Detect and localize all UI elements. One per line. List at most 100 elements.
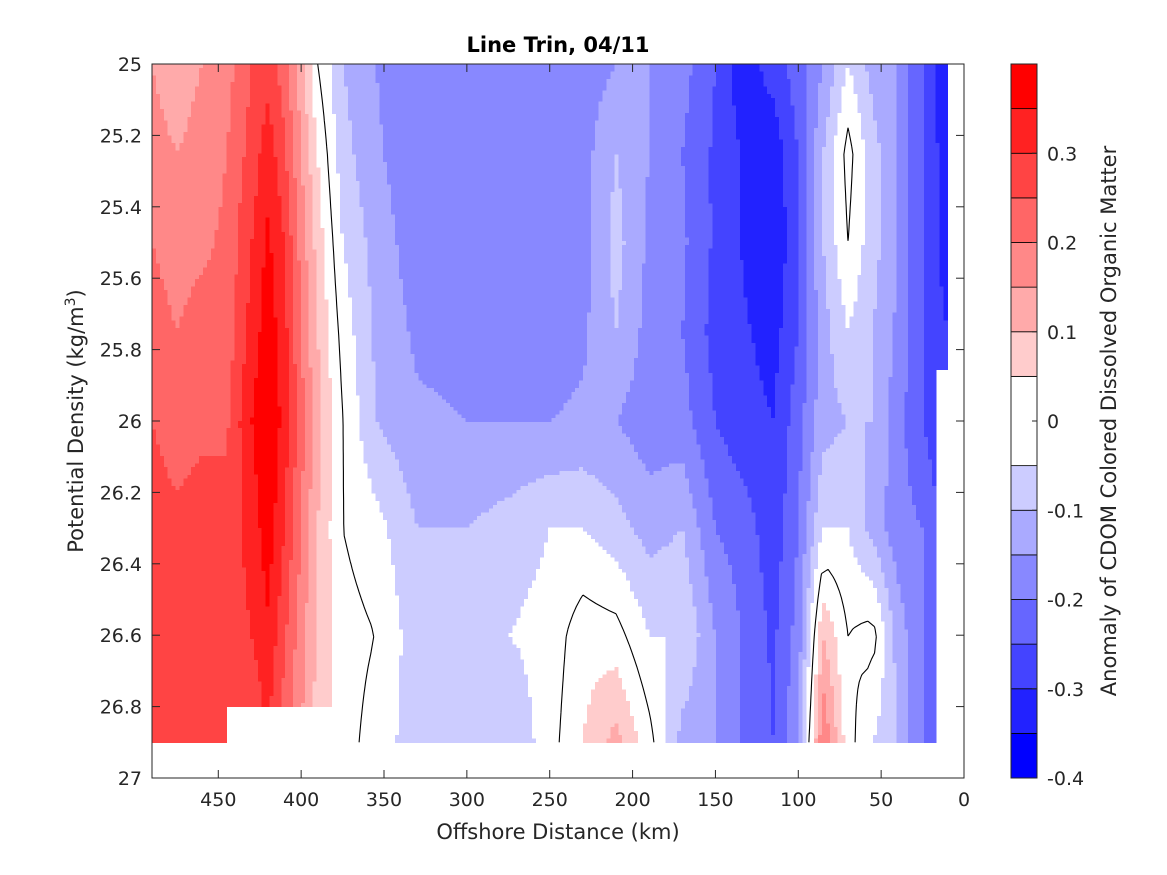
contour-cell bbox=[583, 723, 588, 743]
contour-cell bbox=[865, 531, 870, 578]
contour-cell bbox=[712, 519, 717, 630]
contour-cell bbox=[547, 421, 553, 476]
contour-cell bbox=[367, 478, 373, 743]
contour-cell bbox=[716, 64, 721, 431]
contour-cell bbox=[767, 64, 772, 95]
contour-cell bbox=[261, 570, 267, 708]
contour-cell bbox=[614, 497, 619, 563]
contour-cell bbox=[829, 621, 835, 687]
contour-cell bbox=[684, 237, 690, 246]
contour-cell bbox=[579, 64, 584, 382]
contour-cell bbox=[434, 527, 439, 743]
contour-cell bbox=[398, 629, 404, 657]
contour-cell bbox=[488, 508, 494, 743]
contour-cell bbox=[246, 610, 251, 708]
contour-cell bbox=[249, 238, 255, 419]
contour-cell bbox=[492, 421, 498, 506]
contour-cell bbox=[402, 64, 408, 306]
contour-cell bbox=[155, 94, 161, 265]
contour-cell bbox=[316, 64, 322, 169]
contour-cell bbox=[379, 429, 384, 514]
contour-cell bbox=[833, 388, 839, 438]
y-tick-label: 25.8 bbox=[100, 340, 142, 362]
contour-cell bbox=[704, 324, 710, 336]
contour-cell bbox=[547, 64, 553, 423]
contour-cell bbox=[865, 64, 870, 73]
contour-cell bbox=[402, 305, 408, 483]
contour-cell bbox=[677, 463, 682, 532]
contour-cell bbox=[802, 403, 807, 555]
contour-cell bbox=[720, 437, 725, 544]
contour-cell bbox=[822, 693, 827, 743]
contour-cell bbox=[214, 64, 220, 231]
contour-cell bbox=[841, 305, 847, 416]
contour-cell bbox=[849, 64, 854, 76]
contour-cell bbox=[637, 64, 643, 329]
contour-cell bbox=[782, 263, 788, 495]
contour-cell bbox=[418, 380, 423, 529]
contour-cell bbox=[712, 64, 717, 88]
contour-cell bbox=[312, 117, 318, 251]
contour-cell bbox=[794, 557, 800, 743]
contour-cell bbox=[473, 421, 478, 521]
contour-cell bbox=[586, 474, 592, 536]
contour-cell bbox=[771, 734, 776, 743]
contour-cell bbox=[872, 64, 878, 122]
y-tick-label: 26 bbox=[118, 411, 142, 433]
contour-cell bbox=[524, 64, 529, 423]
contour-cell bbox=[281, 545, 286, 679]
contour-cell bbox=[657, 550, 662, 638]
contour-cell bbox=[379, 512, 384, 743]
contour-cell bbox=[575, 64, 580, 389]
contour-cell bbox=[281, 678, 286, 708]
contour-cell bbox=[324, 64, 329, 301]
contour-cell bbox=[763, 86, 768, 397]
contour-cell bbox=[630, 715, 635, 743]
contour-cell bbox=[680, 165, 686, 321]
contour-cell bbox=[547, 474, 553, 529]
contour-cell bbox=[814, 399, 819, 514]
contour-cell bbox=[626, 519, 631, 581]
x-tick-label: 50 bbox=[869, 789, 893, 811]
contour-cell bbox=[622, 241, 627, 246]
contour-cell bbox=[677, 730, 682, 743]
contour-cell bbox=[845, 327, 851, 529]
contour-cell bbox=[273, 156, 278, 319]
contour-cell bbox=[637, 459, 643, 540]
contour-cell bbox=[163, 64, 169, 122]
contour-cell bbox=[375, 421, 380, 502]
contour-cell bbox=[293, 178, 298, 365]
contour-cell bbox=[202, 455, 208, 743]
contour-cell bbox=[391, 452, 396, 566]
contour-cell bbox=[449, 64, 455, 408]
contour-cell bbox=[916, 519, 921, 743]
contour-cell bbox=[559, 470, 565, 529]
contour-cell bbox=[167, 478, 173, 743]
contour-cell bbox=[152, 75, 157, 250]
contour-cell bbox=[453, 527, 459, 743]
x-tick-label: 300 bbox=[449, 789, 485, 811]
contour-cell bbox=[653, 470, 659, 555]
colorbar-tick-label: -0.4 bbox=[1047, 768, 1084, 790]
contour-cell bbox=[590, 150, 596, 476]
contour-cell bbox=[586, 535, 592, 706]
contour-cell bbox=[641, 617, 647, 743]
contour-cell bbox=[637, 606, 643, 743]
x-tick-label: 450 bbox=[200, 789, 236, 811]
contour-cell bbox=[704, 576, 710, 743]
contour-cell bbox=[152, 429, 157, 743]
contour-cell bbox=[610, 557, 615, 672]
contour-cell bbox=[728, 455, 733, 566]
y-tick-label: 26.6 bbox=[100, 625, 142, 647]
contour-cell bbox=[159, 455, 165, 743]
contour-cell bbox=[775, 373, 780, 630]
contour-cell bbox=[778, 64, 784, 140]
contour-cell bbox=[583, 470, 588, 532]
contour-cell bbox=[438, 64, 443, 397]
contour-cell bbox=[708, 248, 713, 374]
y-tick-label: 25.4 bbox=[100, 197, 142, 219]
contour-cell bbox=[606, 670, 612, 740]
contour-cell bbox=[790, 105, 796, 385]
contour-cell bbox=[328, 538, 333, 708]
contour-cell bbox=[833, 636, 839, 728]
